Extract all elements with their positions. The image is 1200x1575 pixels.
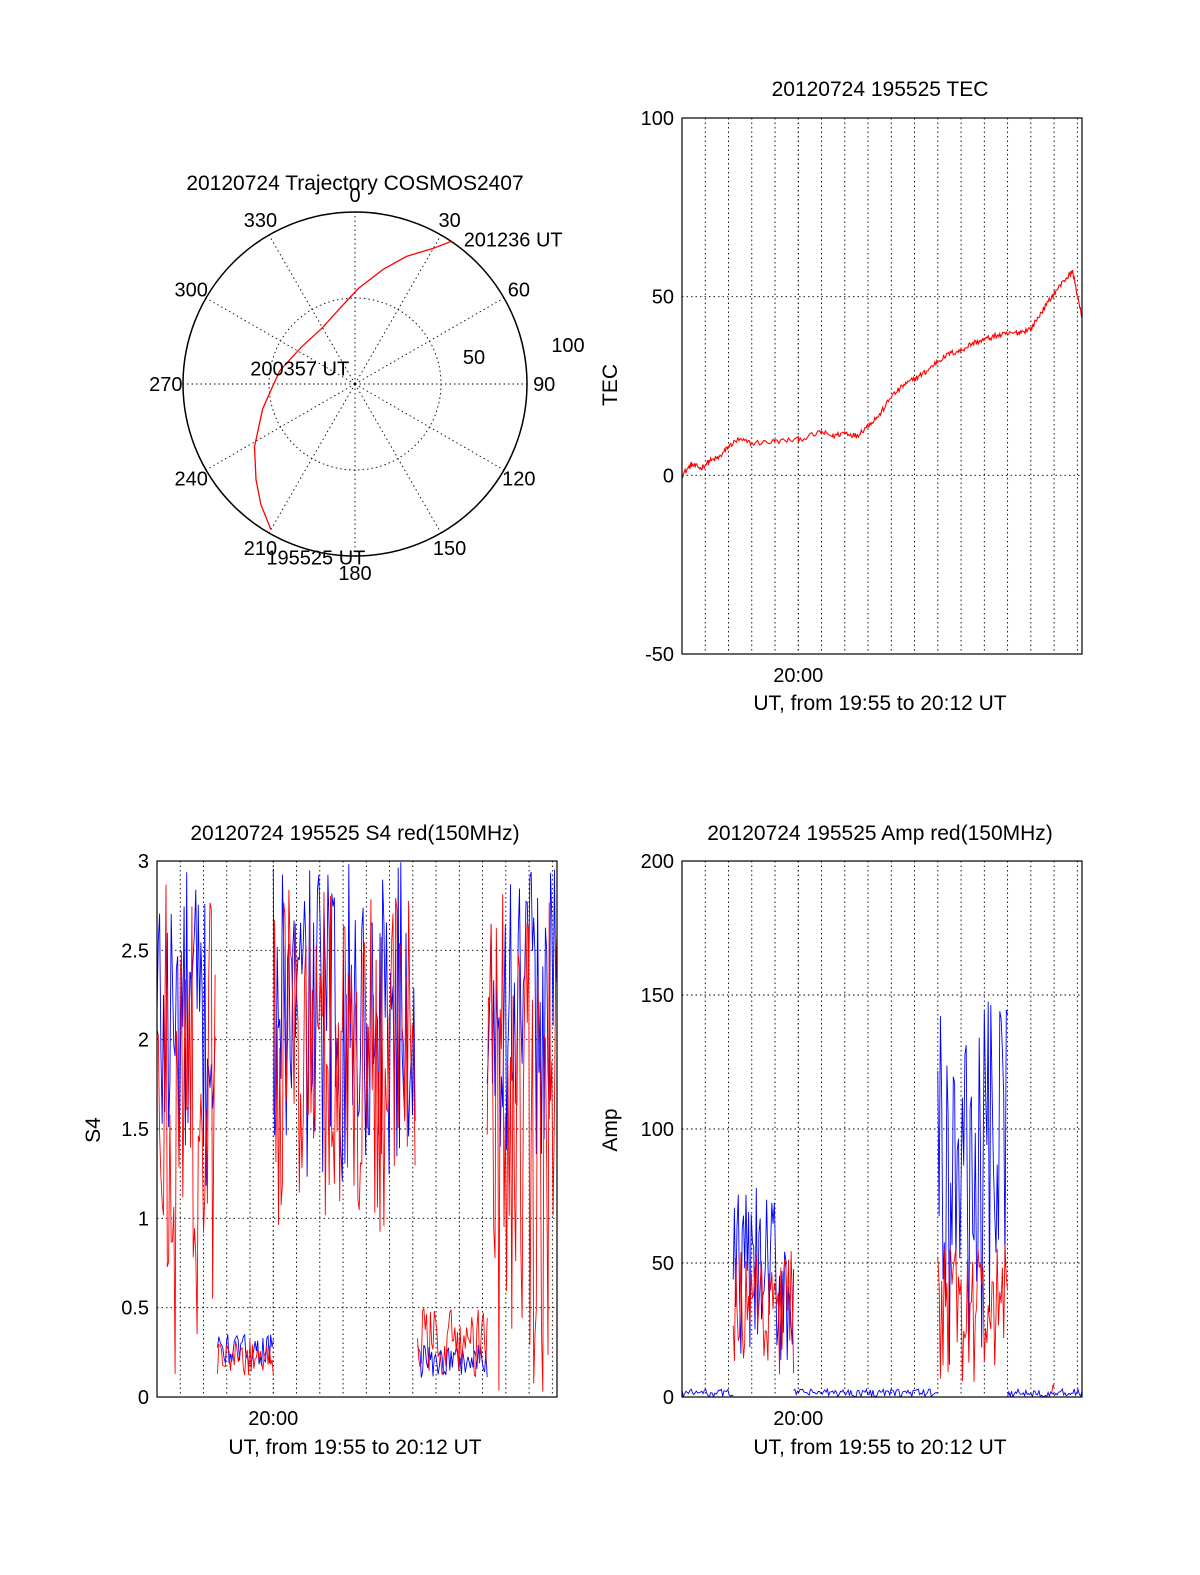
tec-panel: 20120724 195525 TEC UT, from 19:55 to 20… bbox=[599, 78, 1083, 715]
polar-angle-label: 0 bbox=[349, 185, 360, 207]
trajectory-time-label: 200357 UT bbox=[250, 359, 349, 381]
amp-xlabel: UT, from 19:55 to 20:12 UT bbox=[753, 1436, 1006, 1459]
polar-radial-label-50: 50 bbox=[463, 347, 485, 369]
s4-ytick-label: 0.5 bbox=[121, 1298, 149, 1320]
s4-series-trace bbox=[417, 1307, 488, 1378]
polar-angle-label: 150 bbox=[433, 538, 466, 560]
amp-series-trace bbox=[937, 1244, 1009, 1382]
amp-panel: 20120724 195525 Amp red(150MHz) UT, from… bbox=[599, 822, 1083, 1459]
polar-spoke bbox=[205, 297, 356, 385]
polar-angle-label: 240 bbox=[174, 469, 207, 491]
amp-ytick-label: 200 bbox=[641, 851, 674, 873]
tec-ylabel: TEC bbox=[599, 364, 622, 406]
tec-ytick-label: 50 bbox=[652, 287, 674, 309]
s4-series-trace bbox=[486, 869, 557, 1155]
polar-spoke bbox=[268, 383, 356, 534]
tec-ytick-label: 100 bbox=[641, 108, 674, 130]
polar-annotations: 195525 UT 200357 UT 201236 UT bbox=[250, 229, 562, 569]
polar-trajectory bbox=[253, 240, 452, 530]
amp-series-trace bbox=[1051, 1383, 1055, 1395]
polar-panel: 20120724 Trajectory COSMOS2407 0 30 60 90 12… bbox=[149, 172, 585, 585]
amp-ytick-label: 0 bbox=[663, 1387, 674, 1409]
polar-angle-label: 330 bbox=[244, 210, 277, 232]
s4-series-trace bbox=[272, 862, 416, 1182]
amp-series-trace bbox=[1007, 1387, 1082, 1397]
polar-angle-label: 270 bbox=[149, 374, 182, 396]
tec-data bbox=[682, 269, 1082, 479]
tec-ytick-label: 0 bbox=[663, 465, 674, 487]
tec-xlabel: UT, from 19:55 to 20:12 UT bbox=[753, 692, 1006, 715]
amp-ytick-label: 100 bbox=[641, 1119, 674, 1141]
amp-ylabel: Amp bbox=[599, 1108, 622, 1151]
tec-frame bbox=[681, 117, 1083, 655]
polar-spoke bbox=[354, 383, 505, 471]
amp-frame bbox=[681, 860, 1083, 1398]
s4-ytick-label: 0 bbox=[138, 1387, 149, 1409]
polar-spoke bbox=[268, 234, 356, 385]
s4-series-trace bbox=[157, 884, 216, 1374]
s4-panel: 20120724 195525 S4 red(150MHz) UT, from … bbox=[82, 822, 558, 1459]
s4-ytick-label: 2 bbox=[138, 1030, 149, 1052]
trajectory-line bbox=[253, 240, 452, 530]
polar-spoke bbox=[354, 383, 442, 534]
polar-angle-label: 120 bbox=[502, 469, 535, 491]
polar-radial-label-100: 100 bbox=[551, 335, 584, 357]
tec-xtick-label: 20:00 bbox=[773, 665, 823, 687]
polar-title: 20120724 Trajectory COSMOS2407 bbox=[186, 172, 523, 195]
polar-angle-label: 60 bbox=[508, 279, 530, 301]
polar-spoke bbox=[354, 297, 505, 385]
s4-title: 20120724 195525 S4 red(150MHz) bbox=[190, 822, 519, 845]
s4-series-trace bbox=[272, 889, 416, 1232]
polar-angle-label: 300 bbox=[174, 279, 207, 301]
s4-series-trace bbox=[217, 1339, 274, 1376]
amp-series-trace bbox=[793, 1387, 938, 1397]
polar-spoke bbox=[205, 383, 356, 471]
polar-angle-labels: 0 30 60 90 120 150 180 210 240 270 300 330 bbox=[149, 185, 555, 585]
amp-data bbox=[682, 1001, 1082, 1397]
s4-ylabel: S4 bbox=[82, 1117, 105, 1143]
amp-series-trace bbox=[732, 1187, 795, 1360]
amp-series-trace bbox=[937, 1001, 1009, 1365]
s4-xtick-label: 20:00 bbox=[248, 1408, 298, 1430]
s4-ytick-label: 2.5 bbox=[121, 940, 149, 962]
amp-xtick-label: 20:00 bbox=[773, 1408, 823, 1430]
polar-angle-label: 90 bbox=[533, 374, 555, 396]
polar-angle-label: 30 bbox=[438, 210, 460, 232]
tec-series-line bbox=[682, 269, 1082, 479]
s4-ytick-label: 1.5 bbox=[121, 1119, 149, 1141]
s4-xlabel: UT, from 19:55 to 20:12 UT bbox=[228, 1436, 481, 1459]
amp-ytick-label: 50 bbox=[652, 1253, 674, 1275]
s4-series-trace bbox=[486, 894, 557, 1392]
polar-spoke bbox=[354, 234, 442, 385]
s4-data bbox=[157, 862, 557, 1392]
s4-ytick-label: 3 bbox=[138, 851, 149, 873]
tec-ytick-label: -50 bbox=[645, 644, 674, 666]
polar-angle-label: 210 bbox=[244, 538, 277, 560]
trajectory-time-label: 195525 UT bbox=[266, 548, 365, 570]
s4-ytick-label: 1 bbox=[138, 1208, 149, 1230]
amp-ytick-label: 150 bbox=[641, 985, 674, 1007]
tec-title: 20120724 195525 TEC bbox=[772, 78, 989, 101]
amp-series-trace bbox=[682, 1388, 734, 1397]
polar-angle-label: 180 bbox=[338, 563, 371, 585]
trajectory-time-label: 201236 UT bbox=[464, 229, 563, 251]
polar-grid bbox=[182, 211, 528, 557]
amp-series-trace bbox=[732, 1251, 795, 1375]
s4-series-trace bbox=[417, 1344, 488, 1378]
s4-frame bbox=[156, 860, 558, 1398]
amp-title: 20120724 195525 Amp red(150MHz) bbox=[707, 822, 1053, 845]
